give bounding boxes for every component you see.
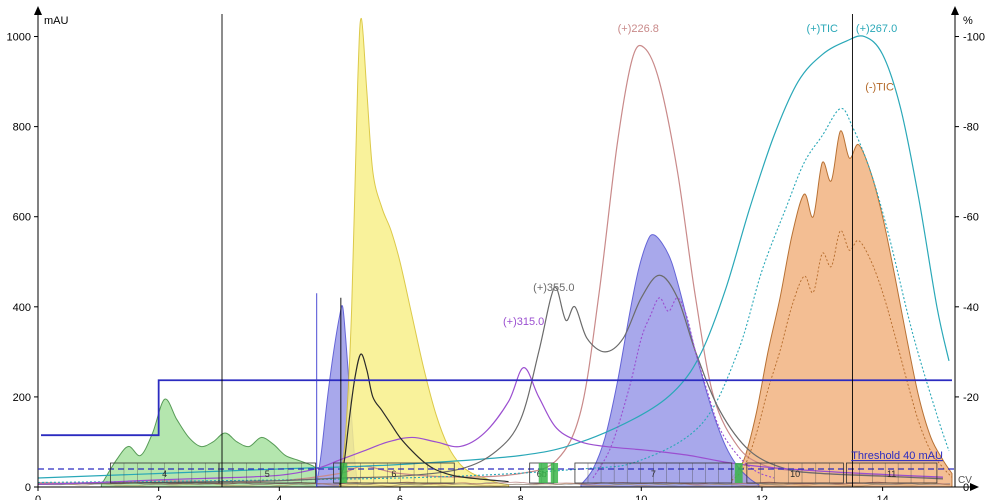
x-tick-label: 12 — [756, 494, 768, 500]
fraction-label: 6 — [391, 469, 396, 479]
y-tick-left-label: 200 — [13, 392, 31, 404]
y-tick-left-label: 800 — [13, 122, 31, 134]
annotation--315-0: (+)315.0 — [503, 316, 544, 328]
fraction-box — [218, 462, 316, 484]
y-tick-right-label: -80 — [963, 122, 979, 134]
y-tick-right-label: -60 — [963, 212, 979, 224]
x-tick-label: 14 — [876, 494, 888, 500]
fraction-highlight — [734, 463, 743, 483]
y-axis-left-unit: mAU — [44, 15, 69, 27]
fraction-label: 5 — [265, 469, 270, 479]
fraction-box — [746, 462, 844, 484]
series--tic — [37, 35, 950, 479]
annotation--tic: (-)TIC — [865, 82, 894, 94]
baseline-noise — [37, 483, 951, 487]
annotation--tic: (+)TIC — [807, 23, 839, 35]
fraction-label: 10 — [790, 469, 800, 479]
y-tick-right-label: 0 — [963, 482, 969, 494]
y-axis-right-unit: % — [963, 15, 973, 27]
fraction-highlight — [339, 463, 347, 483]
series--267-0 — [37, 107, 950, 484]
x-tick-label: 0 — [35, 494, 41, 500]
fraction-box — [333, 462, 455, 484]
series--355-0 — [37, 274, 943, 485]
series--226-8 — [37, 44, 943, 484]
x-tick-label: 4 — [276, 494, 282, 500]
collection-step-line — [41, 379, 952, 437]
x-axis-unit: CV — [958, 475, 972, 486]
x-tick-label: 10 — [635, 494, 647, 500]
x-tick-label: 2 — [156, 494, 162, 500]
fraction-label: 7 — [651, 469, 656, 479]
y-tick-right-label: -20 — [963, 392, 979, 404]
y-axis-arrow — [34, 6, 42, 15]
y-axis-right-arrow — [951, 6, 959, 15]
x-tick-label: 6 — [397, 494, 403, 500]
series--315-0 — [37, 367, 943, 485]
fraction-label: 11 — [887, 469, 896, 479]
y-tick-left-label: 400 — [13, 302, 31, 314]
x-axis-arrow — [970, 483, 979, 491]
series-uv-dark-inner-peak — [339, 353, 509, 485]
annotation--226-8: (+)226.8 — [618, 23, 659, 35]
y-tick-left-label: 1000 — [7, 32, 31, 44]
series--226-8-dotted-inner — [592, 297, 775, 479]
series--tic — [731, 130, 953, 488]
fraction-highlight — [550, 463, 559, 483]
series-uv-green-peak — [100, 398, 318, 488]
annotation-threshold-40-mau: Threshold 40 mAU — [851, 450, 943, 462]
annotation--355-0: (+)355.0 — [533, 282, 574, 294]
y-tick-left-label: 600 — [13, 212, 31, 224]
y-tick-right-label: -100 — [963, 32, 985, 44]
series-uv-yellow-peak — [339, 17, 510, 488]
fraction-label: 4 — [162, 469, 167, 479]
x-tick-label: 8 — [518, 494, 524, 500]
y-tick-left-label: 0 — [25, 482, 31, 494]
fraction-box — [846, 462, 938, 484]
y-tick-right-label: -40 — [963, 302, 979, 314]
annotation--267-0: (+)267.0 — [856, 23, 897, 35]
fraction-highlight — [538, 463, 548, 483]
